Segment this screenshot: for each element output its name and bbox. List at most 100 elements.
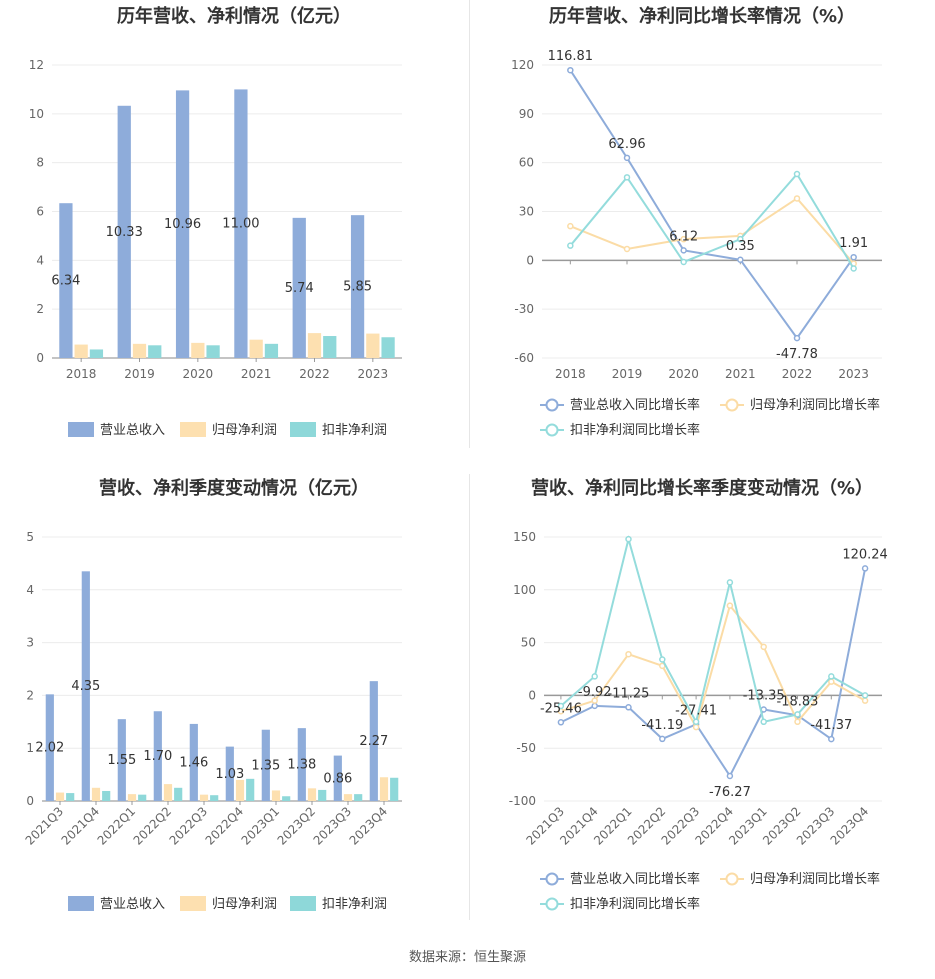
legend-marker — [545, 897, 559, 911]
data-point — [861, 697, 869, 704]
data-label: -9.92 — [578, 685, 612, 700]
annual-bar-chart-svg: 历年营收、净利情况（亿元） 0 2 4 6 8 10 12 2018 2019 2020 2021 20… — [29, 5, 402, 438]
bar-deducted-profit — [354, 794, 363, 801]
y-tick-label: 3 — [26, 636, 34, 650]
legend-swatch — [290, 896, 316, 911]
bar-net-profit — [307, 788, 317, 801]
bar-net-profit — [91, 787, 101, 801]
data-point — [567, 242, 574, 249]
bar-deducted-profit — [206, 345, 220, 358]
x-tick-label: 2022 — [299, 367, 330, 381]
data-point — [760, 643, 767, 651]
data-point — [567, 66, 574, 74]
bar-revenue — [225, 746, 234, 801]
legend-label: 扣非净利润同比增长率 — [570, 422, 700, 438]
bar-deducted-profit — [66, 793, 75, 801]
y-tick-label: 12 — [29, 58, 44, 72]
data-point — [828, 735, 835, 743]
chart-title: 营收、净利季度变动情况（亿元） — [99, 477, 369, 499]
bar-net-profit — [366, 333, 380, 358]
data-point — [793, 195, 801, 202]
data-point — [625, 704, 632, 711]
y-tick-label: 60 — [519, 156, 534, 170]
bar-revenue — [369, 681, 378, 801]
x-tick-label: 2023Q3 — [311, 804, 355, 848]
data-point — [794, 711, 801, 718]
series-line-2 — [569, 172, 855, 269]
data-label: 62.96 — [608, 137, 645, 152]
y-tick-label: -100 — [509, 794, 536, 808]
data-point — [625, 650, 632, 658]
data-point — [760, 718, 767, 726]
x-tick-label: 2022Q1 — [95, 804, 139, 848]
data-point — [591, 697, 598, 704]
data-point — [680, 247, 687, 254]
bar-deducted-profit — [89, 349, 104, 358]
y-tick-label: 150 — [513, 530, 536, 544]
legend-marker — [725, 872, 739, 886]
legend-label: 营业总收入同比增长率 — [570, 397, 700, 413]
bar-net-profit — [132, 343, 147, 358]
vertical-divider-bottom — [469, 474, 470, 920]
x-tick-label: 2018 — [555, 367, 586, 381]
series-line-0 — [560, 568, 867, 778]
bar-revenue — [175, 90, 190, 358]
data-label: 1.70 — [143, 749, 172, 764]
data-point — [726, 602, 734, 609]
y-tick-label: 0 — [26, 794, 34, 808]
data-label: -41.19 — [641, 718, 683, 733]
y-tick-label: -60 — [514, 351, 534, 365]
data-point — [557, 719, 565, 726]
data-label: 1.55 — [107, 753, 136, 768]
bar-net-profit — [343, 794, 353, 801]
legend-label: 归母净利润同比增长率 — [750, 397, 880, 413]
bar-deducted-profit — [282, 796, 291, 801]
quarterly-revenue-profit-chart: 营收、净利季度变动情况（亿元） 0 1 2 3 4 5 2021Q3 2021Q4 2022Q1 2… — [0, 460, 468, 930]
data-label: -25.46 — [540, 701, 582, 716]
legend-marker — [725, 398, 739, 412]
bar-revenue — [117, 105, 131, 358]
y-tick-label: 10 — [29, 107, 44, 121]
annual-revenue-profit-chart: 历年营收、净利情况（亿元） 0 2 4 6 8 10 12 2018 2019 2020 2021 20… — [0, 0, 468, 460]
data-point — [623, 154, 631, 162]
legend-marker — [545, 398, 559, 412]
bar-revenue — [292, 217, 306, 358]
legend-swatch — [180, 896, 206, 911]
bar-net-profit — [235, 779, 245, 801]
bar-revenue — [81, 571, 90, 801]
data-point — [737, 256, 744, 264]
bar-deducted-profit — [390, 777, 399, 801]
legend-label: 营业总收入 — [100, 897, 165, 912]
bar-deducted-profit — [264, 343, 279, 358]
legend-label: 归母净利润 — [212, 423, 277, 438]
legend-label: 归母净利润同比增长率 — [750, 871, 880, 887]
data-label: 6.12 — [669, 229, 698, 244]
vertical-divider-top — [469, 0, 470, 448]
data-point — [794, 718, 801, 726]
y-tick-label: -50 — [516, 741, 536, 755]
data-point — [623, 174, 631, 181]
y-tick-label: 0 — [528, 688, 536, 702]
x-tick-label: 2021Q4 — [59, 804, 103, 848]
bar-net-profit — [163, 784, 173, 801]
data-point — [828, 673, 835, 680]
bar-revenue — [59, 203, 73, 358]
y-tick-label: 4 — [36, 253, 44, 267]
data-label: 5.85 — [343, 280, 372, 295]
bar-deducted-profit — [138, 794, 147, 801]
data-label: 4.35 — [71, 679, 100, 694]
chart-title: 营收、净利同比增长率季度变动情况（%） — [531, 477, 873, 499]
data-point — [659, 656, 666, 663]
bar-deducted-profit — [102, 790, 111, 801]
x-tick-label: 2022 — [782, 367, 813, 381]
y-tick-label: 8 — [36, 156, 44, 170]
annual-line-chart-svg: 历年营收、净利同比增长率情况（%） -60 -30 0 30 60 90 120 2018 201… — [511, 5, 882, 438]
data-point — [737, 235, 744, 243]
legend-swatch — [68, 422, 94, 437]
data-point — [591, 673, 598, 680]
data-point — [793, 170, 801, 178]
legend-marker — [545, 872, 559, 886]
x-tick-label: 2023 — [358, 367, 389, 381]
x-tick-label: 2023 — [838, 367, 869, 381]
data-label: 0.35 — [726, 239, 755, 254]
